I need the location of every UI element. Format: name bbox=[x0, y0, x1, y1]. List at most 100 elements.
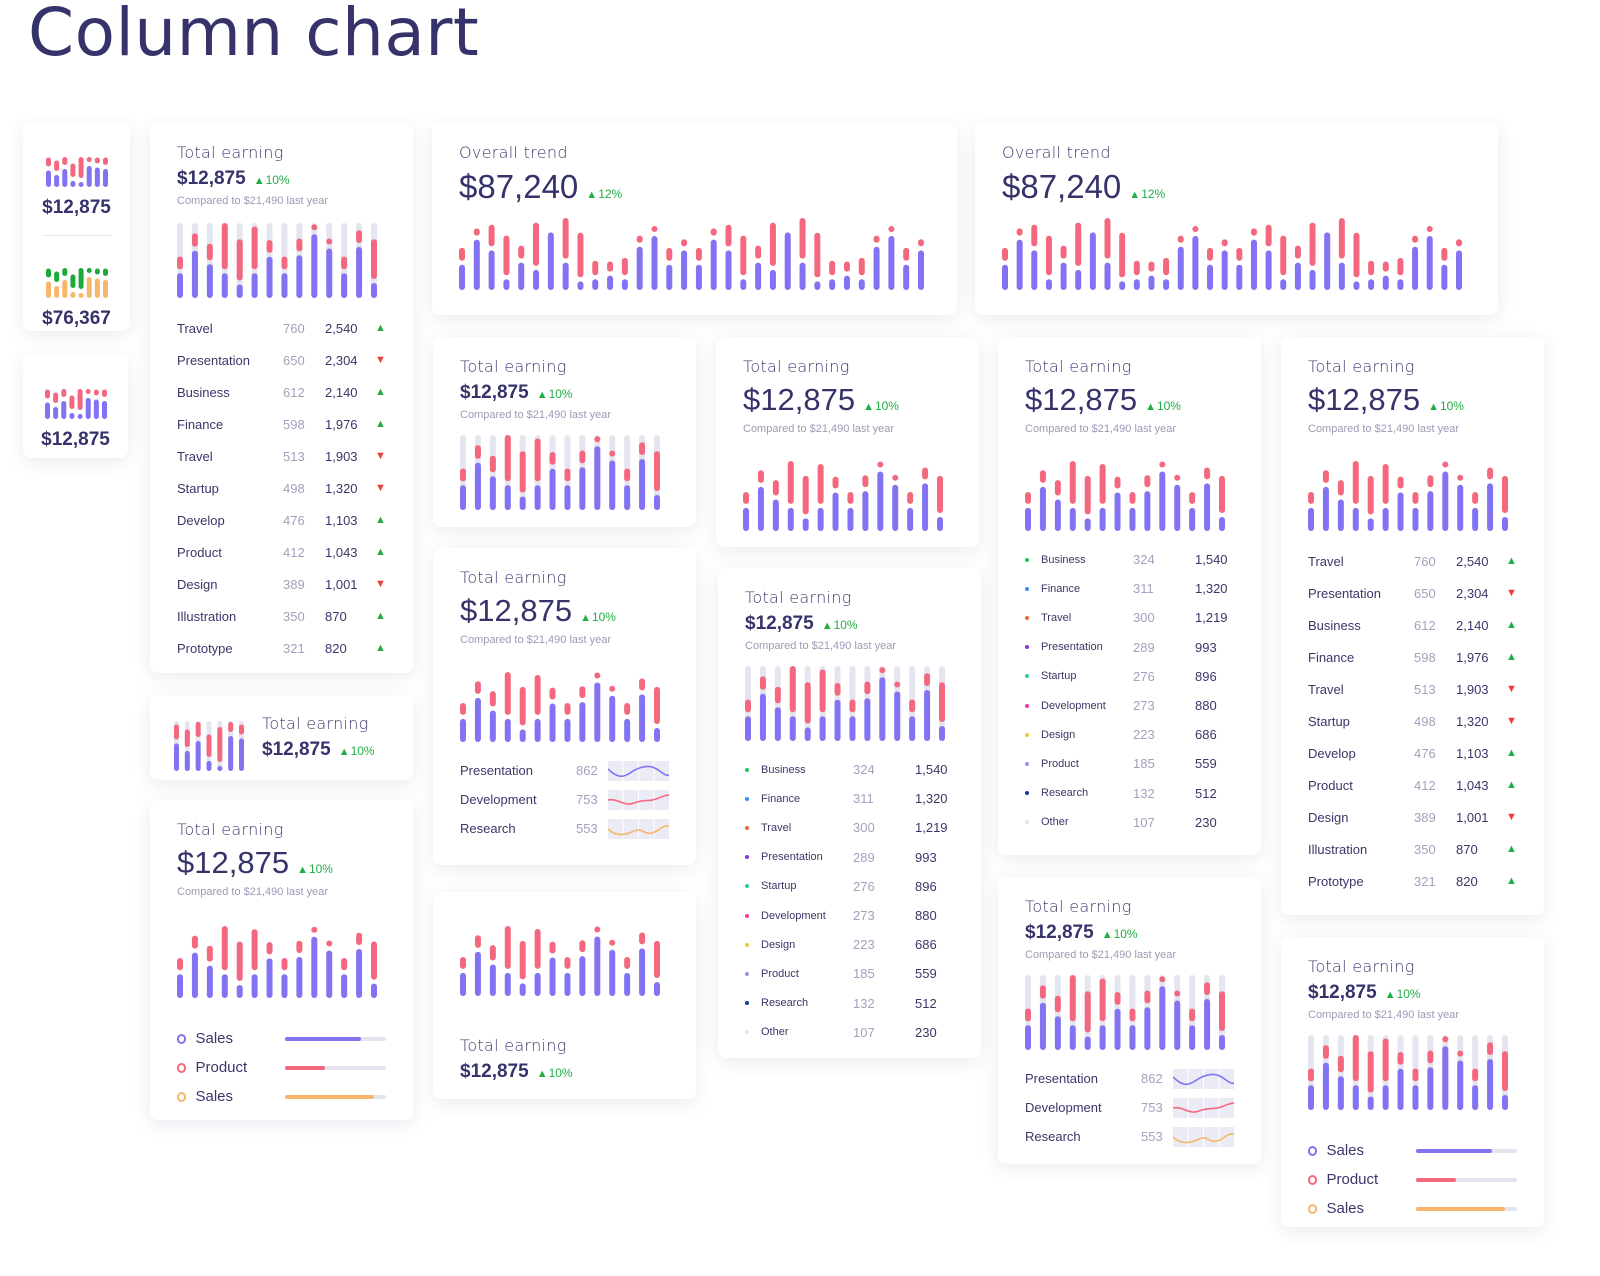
legend-row[interactable]: Research 132 512 bbox=[1025, 779, 1234, 808]
legend-row[interactable]: Presentation 289 993 bbox=[1025, 633, 1234, 662]
legend-row[interactable]: Travel 300 1,219 bbox=[745, 813, 954, 842]
bar-segment-primary bbox=[206, 965, 213, 998]
legend-row[interactable]: Finance 311 1,320 bbox=[745, 784, 954, 813]
row-amount: 880 bbox=[1195, 698, 1217, 714]
bar-segment-primary bbox=[710, 239, 717, 290]
bar-segment-primary bbox=[829, 279, 836, 290]
bar-segment-secondary bbox=[177, 256, 183, 270]
table-row[interactable]: Design 389 1,001 ▼ bbox=[1308, 801, 1517, 833]
legend-row[interactable]: Other 107 230 bbox=[745, 1018, 954, 1047]
table-row[interactable]: Business 612 2,140 ▲ bbox=[177, 376, 386, 408]
legend-row[interactable]: Finance 311 1,320 bbox=[1025, 574, 1234, 603]
bar-segment-secondary bbox=[759, 676, 766, 690]
table-row[interactable]: Prototype 321 820 ▲ bbox=[1308, 865, 1517, 897]
table-row[interactable]: Illustration 350 870 ▲ bbox=[177, 600, 386, 632]
legend-row[interactable]: Startup 276 896 bbox=[745, 872, 954, 901]
progress-row[interactable]: Product bbox=[177, 1053, 386, 1082]
legend-row[interactable]: Design 223 686 bbox=[745, 930, 954, 959]
table-row[interactable]: Travel 760 2,540 ▲ bbox=[1308, 545, 1517, 577]
column-chart bbox=[1308, 1035, 1508, 1110]
bar-segment-primary bbox=[1219, 517, 1225, 531]
legend-row[interactable]: Development 273 880 bbox=[1025, 691, 1234, 720]
legend-row[interactable]: Travel 300 1,219 bbox=[1025, 603, 1234, 632]
legend-row[interactable]: Development 273 880 bbox=[745, 901, 954, 930]
change-badge: ▲12% bbox=[586, 187, 622, 201]
bar-segment-secondary bbox=[639, 442, 646, 455]
row-amount: 559 bbox=[915, 966, 937, 982]
legend-row[interactable]: Business 324 1,540 bbox=[745, 755, 954, 784]
arrow-up-icon: ▲ bbox=[375, 610, 386, 622]
table-row[interactable]: Prototype 321 820 ▲ bbox=[177, 632, 386, 664]
row-name: Prototype bbox=[177, 640, 233, 656]
change-percent: 10% bbox=[548, 387, 573, 401]
legend-row[interactable]: Research 132 512 bbox=[745, 989, 954, 1018]
legend-row[interactable]: Design 223 686 bbox=[1025, 720, 1234, 749]
progress-row[interactable]: Sales bbox=[177, 1024, 386, 1053]
table-row[interactable]: Business 612 2,140 ▲ bbox=[1308, 609, 1517, 641]
bar-segment-primary bbox=[819, 716, 826, 741]
bar-segment-secondary bbox=[217, 726, 223, 762]
row-count: 513 bbox=[283, 448, 305, 464]
table-row[interactable]: Travel 513 1,903 ▼ bbox=[177, 440, 386, 472]
sparkline-row[interactable]: Development 753 bbox=[1025, 1093, 1234, 1122]
table-row[interactable]: Develop 476 1,103 ▲ bbox=[1308, 737, 1517, 769]
row-name: Product bbox=[195, 1059, 248, 1076]
legend-dot-icon bbox=[745, 767, 749, 772]
table-row[interactable]: Product 412 1,043 ▲ bbox=[177, 536, 386, 568]
total-value: $12,875 bbox=[743, 382, 856, 417]
legend-row[interactable]: Business 324 1,540 bbox=[1025, 545, 1234, 574]
sparkline-row[interactable]: Development 753 bbox=[460, 785, 669, 814]
legend-row[interactable]: Product 185 559 bbox=[1025, 749, 1234, 778]
table-row[interactable]: Presentation 650 2,304 ▼ bbox=[177, 344, 386, 376]
bar-segment-secondary bbox=[624, 703, 631, 715]
legend-row[interactable]: Product 185 559 bbox=[745, 959, 954, 988]
sparkline-row[interactable]: Presentation 862 bbox=[460, 756, 669, 785]
bar-segment-secondary bbox=[624, 468, 631, 482]
bar-segment-primary bbox=[654, 982, 660, 996]
progress-row[interactable]: Sales bbox=[1308, 1136, 1517, 1165]
table-row[interactable]: Finance 598 1,976 ▲ bbox=[1308, 641, 1517, 673]
sparkline-row[interactable]: Research 553 bbox=[1025, 1122, 1234, 1151]
compare-text: Compared to $21,490 last year bbox=[1025, 949, 1177, 961]
card-list: Travel 760 2,540 ▲ Presentation 650 2,304 ▼ Busi… bbox=[1308, 545, 1517, 897]
legend-row[interactable]: Other 107 230 bbox=[1025, 808, 1234, 837]
bar-segment-secondary bbox=[61, 157, 67, 165]
legend-row[interactable]: Presentation 289 993 bbox=[745, 843, 954, 872]
table-row[interactable]: Presentation 650 2,304 ▼ bbox=[1308, 577, 1517, 609]
row-name: Presentation bbox=[177, 352, 250, 368]
table-row[interactable]: Travel 760 2,540 ▲ bbox=[177, 312, 386, 344]
bar-segment-primary bbox=[1352, 1085, 1359, 1110]
arrow-up-icon: ▲ bbox=[1506, 779, 1517, 791]
circle-icon bbox=[1308, 1203, 1318, 1214]
table-row[interactable]: Finance 598 1,976 ▲ bbox=[177, 408, 386, 440]
bar-segment-secondary bbox=[924, 673, 931, 686]
row-amount: 820 bbox=[325, 640, 347, 656]
table-row[interactable]: Design 389 1,001 ▼ bbox=[177, 568, 386, 600]
bar-segment-secondary bbox=[77, 389, 83, 410]
progress-row[interactable]: Product bbox=[1308, 1165, 1517, 1194]
sparkline-row[interactable]: Presentation 862 bbox=[1025, 1064, 1234, 1093]
sparkline-cell bbox=[623, 789, 638, 810]
bar-segment-secondary bbox=[311, 224, 318, 231]
bar-segment-primary bbox=[1104, 262, 1111, 290]
bar-segment-secondary bbox=[53, 271, 59, 282]
table-row[interactable]: Travel 513 1,903 ▼ bbox=[1308, 673, 1517, 705]
table-row[interactable]: Develop 476 1,103 ▲ bbox=[177, 504, 386, 536]
bar-segment-secondary bbox=[473, 228, 480, 236]
arrow-up-icon: ▲ bbox=[1506, 747, 1517, 759]
total-value: $12,875 bbox=[745, 613, 814, 634]
bar-segment-primary bbox=[77, 414, 83, 419]
table-row[interactable]: Product 412 1,043 ▲ bbox=[1308, 769, 1517, 801]
bar-segment-secondary bbox=[68, 395, 74, 409]
table-row[interactable]: Illustration 350 870 ▲ bbox=[1308, 833, 1517, 865]
table-row[interactable]: Startup 498 1,320 ▼ bbox=[1308, 705, 1517, 737]
row-amount: 1,540 bbox=[915, 762, 948, 778]
progress-row[interactable]: Sales bbox=[1308, 1194, 1517, 1223]
bar-segment-primary bbox=[1025, 507, 1031, 531]
legend-row[interactable]: Startup 276 896 bbox=[1025, 662, 1234, 691]
progress-row[interactable]: Sales bbox=[177, 1082, 386, 1111]
arrow-up-icon: ▲ bbox=[375, 418, 386, 430]
table-row[interactable]: Startup 498 1,320 ▼ bbox=[177, 472, 386, 504]
change-badge: ▲10% bbox=[339, 744, 375, 758]
sparkline-row[interactable]: Research 553 bbox=[460, 814, 669, 843]
